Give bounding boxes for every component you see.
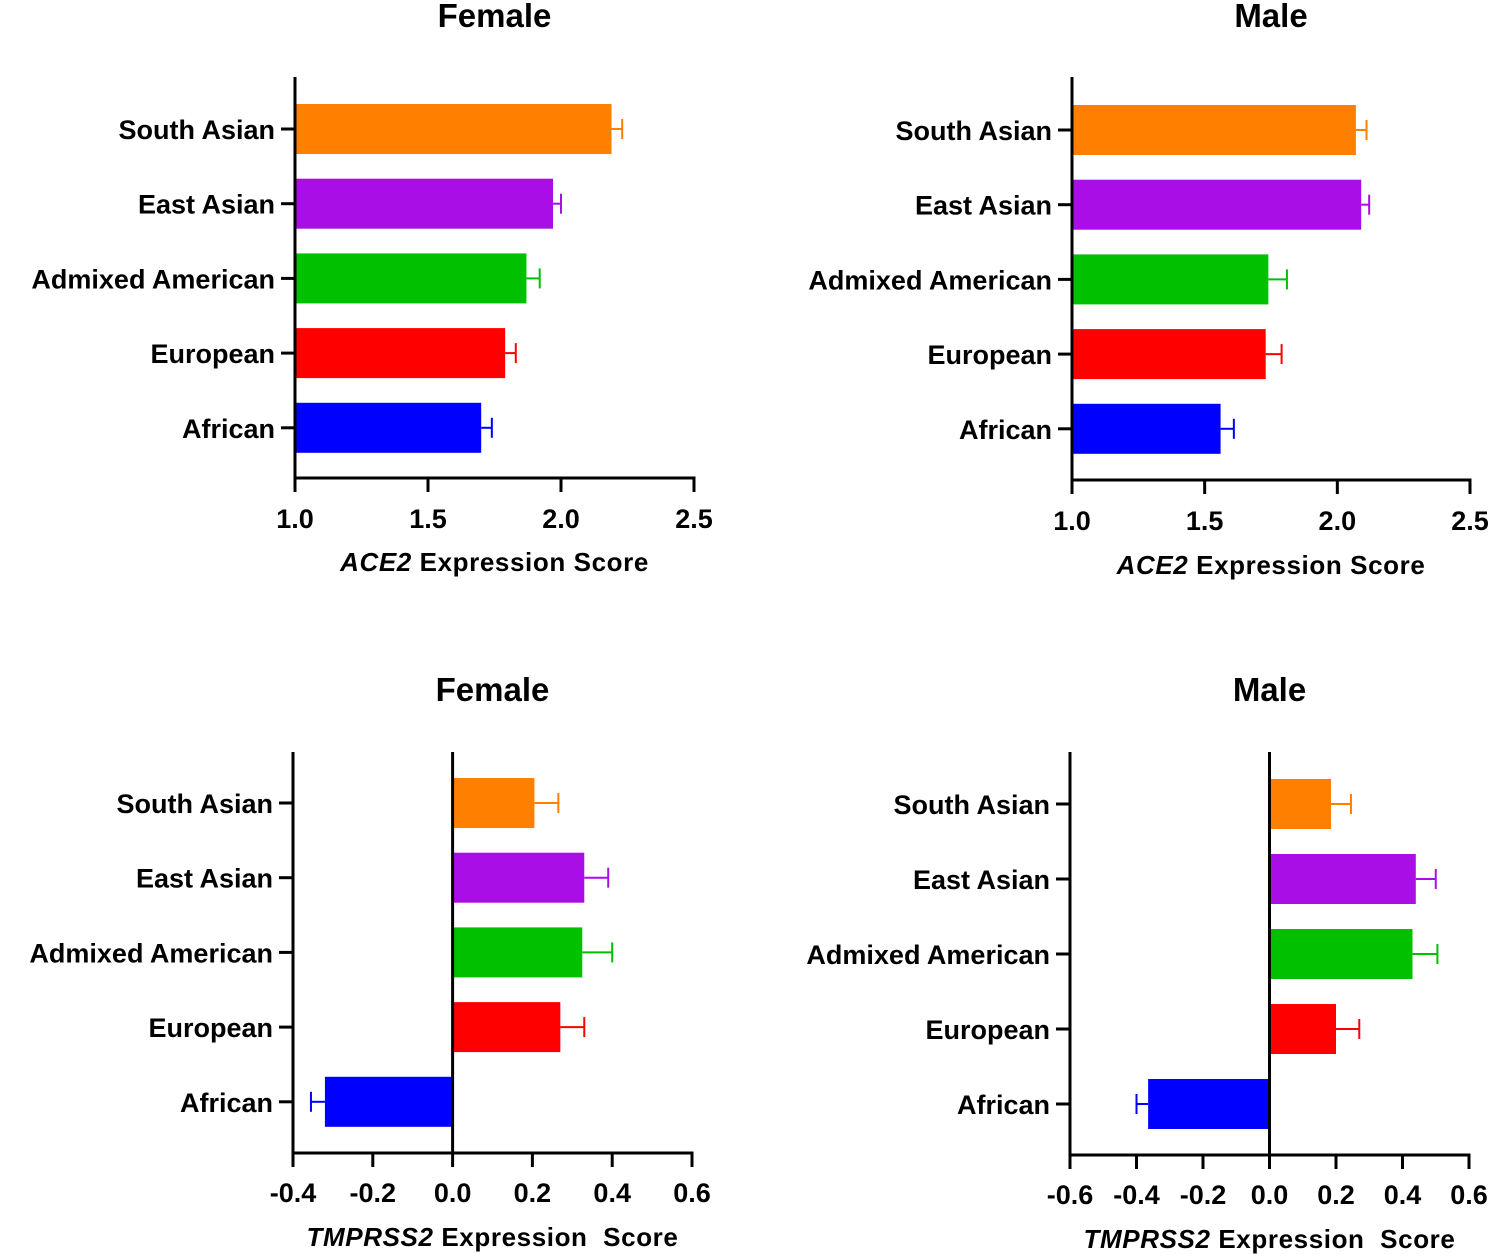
x-tick-label: 2.5: [675, 504, 713, 534]
bar: [1269, 854, 1416, 904]
x-tick-label: -0.4: [1113, 1180, 1160, 1210]
category-label: African: [959, 415, 1052, 445]
category-label: East Asian: [913, 865, 1050, 895]
category-label: Admixed American: [808, 265, 1052, 295]
x-tick-label: 2.0: [1319, 506, 1357, 536]
bar: [1072, 403, 1221, 454]
x-axis-label-gene: ACE2: [339, 547, 412, 577]
x-tick-label: 1.5: [1186, 506, 1224, 536]
x-axis-label-gene: ACE2: [1116, 550, 1189, 580]
bar: [1072, 179, 1362, 230]
x-tick-label: 0.6: [673, 1178, 711, 1208]
category-label: European: [925, 1015, 1050, 1045]
category-label: East Asian: [138, 190, 275, 220]
bar: [1072, 329, 1266, 380]
x-tick-label: 1.0: [1053, 506, 1091, 536]
category-label: South Asian: [895, 116, 1052, 146]
bar: [295, 402, 482, 453]
bottom-left-chart: Female South Asian East Asian Admixed Ameri…: [29, 671, 710, 1252]
x-tick-label: 0.4: [593, 1178, 631, 1208]
chart-title: Female: [436, 671, 550, 708]
x-tick-label: 0.0: [434, 1178, 472, 1208]
x-tick-label: -0.2: [350, 1178, 397, 1208]
category-label: European: [927, 340, 1052, 370]
x-axis-label-suffix: Expression Score: [1211, 1224, 1456, 1254]
category-label: European: [148, 1013, 273, 1043]
category-label: African: [957, 1090, 1050, 1120]
x-axis-label-suffix: Expression Score: [412, 547, 649, 577]
x-tick-label: 2.0: [542, 504, 580, 534]
bar: [1072, 105, 1356, 155]
x-axis-label-gene: TMPRSS2: [307, 1222, 434, 1252]
top-left-chart: Female South Asian East Asian Admixed Ameri…: [31, 0, 712, 577]
category-label: African: [182, 414, 275, 444]
chart-title: Male: [1234, 0, 1307, 34]
x-axis-label: ACE2 Expression Score: [339, 547, 649, 577]
bar: [452, 1002, 561, 1053]
chart-title: Male: [1233, 671, 1306, 708]
x-tick-label: 0.4: [1384, 1180, 1422, 1210]
x-tick-label: 1.5: [409, 504, 447, 534]
bar: [1269, 779, 1332, 829]
x-tick-label: 2.5: [1451, 506, 1489, 536]
category-label: South Asian: [116, 789, 273, 819]
category-label: South Asian: [118, 115, 275, 145]
category-label: East Asian: [915, 191, 1052, 221]
x-tick-label: 1.0: [276, 504, 314, 534]
x-axis-label-gene: TMPRSS2: [1084, 1224, 1211, 1254]
x-tick-label: -0.6: [1047, 1180, 1094, 1210]
bottom-right-chart: Male South Asian East Asian Admixed America…: [806, 671, 1487, 1254]
bar: [452, 927, 583, 978]
category-label: Admixed American: [31, 264, 275, 294]
category-label: Admixed American: [29, 938, 273, 968]
bar: [1269, 1004, 1336, 1054]
bar: [324, 1076, 453, 1127]
category-label: South Asian: [893, 790, 1050, 820]
bar: [1269, 929, 1413, 979]
x-axis-label: TMPRSS2 Expression Score: [1084, 1224, 1456, 1254]
bar: [1148, 1079, 1270, 1129]
category-label: European: [150, 339, 275, 369]
x-tick-label: -0.2: [1180, 1180, 1227, 1210]
x-axis-label-suffix: Expression Score: [434, 1222, 679, 1252]
bar: [295, 328, 506, 379]
bar: [452, 778, 535, 828]
x-axis-label: TMPRSS2 Expression Score: [307, 1222, 679, 1252]
bar: [1072, 254, 1269, 305]
x-axis-label-suffix: Expression Score: [1188, 550, 1425, 580]
top-right-chart: Male South Asian East Asian Admixed America…: [808, 0, 1488, 580]
category-label: East Asian: [136, 864, 273, 894]
bar: [295, 104, 612, 154]
category-label: Admixed American: [806, 940, 1050, 970]
x-tick-label: -0.4: [270, 1178, 317, 1208]
category-label: African: [180, 1088, 273, 1118]
x-tick-label: 0.6: [1450, 1180, 1488, 1210]
bar: [452, 852, 585, 903]
x-tick-label: 0.0: [1251, 1180, 1289, 1210]
x-axis-label: ACE2 Expression Score: [1116, 550, 1426, 580]
chart-title: Female: [438, 0, 552, 34]
x-tick-label: 0.2: [514, 1178, 552, 1208]
x-tick-label: 0.2: [1317, 1180, 1355, 1210]
bar: [295, 178, 554, 229]
bar: [295, 253, 527, 304]
